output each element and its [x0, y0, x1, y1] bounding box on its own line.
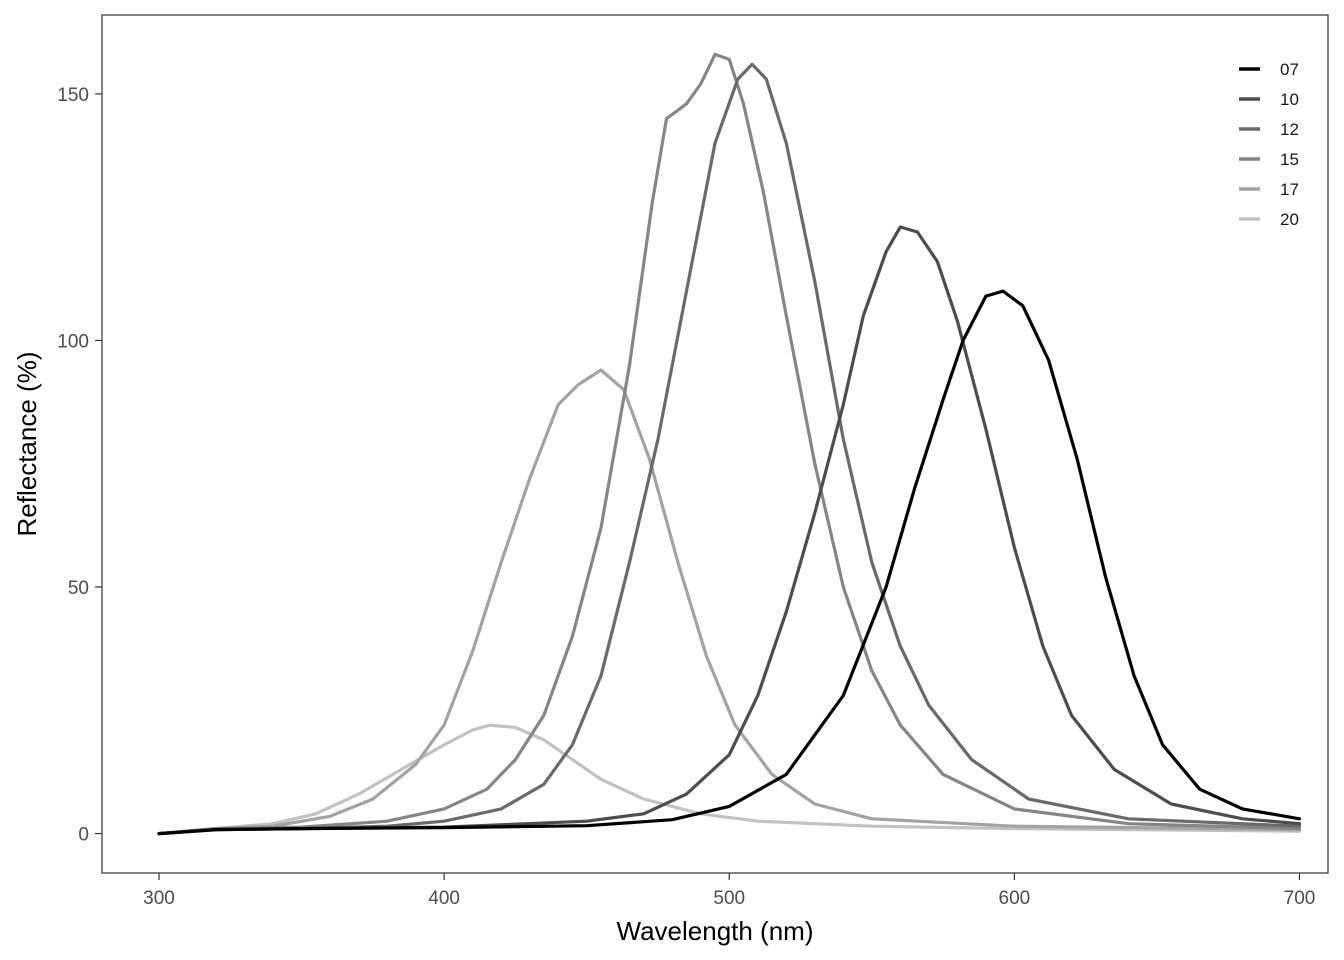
x-axis: 300 400 500 600 700 — [143, 873, 1315, 909]
x-tick-label: 600 — [999, 888, 1031, 909]
x-tick-label: 700 — [1284, 888, 1316, 909]
y-tick-label: 100 — [57, 331, 89, 352]
series-line-10 — [157, 225, 1302, 836]
x-tick-label: 300 — [143, 888, 175, 909]
legend-label-07: 07 — [1280, 60, 1299, 79]
series-layer — [157, 52, 1302, 836]
plot-panel — [101, 14, 1329, 874]
y-tick-label: 150 — [57, 85, 89, 106]
legend-label-17: 17 — [1280, 180, 1299, 199]
x-tick-label: 400 — [428, 888, 460, 909]
series-line-20 — [157, 723, 1302, 836]
y-axis-title: Reflectance (%) — [12, 352, 42, 537]
series-line-17 — [157, 368, 1302, 836]
legend-label-20: 20 — [1280, 210, 1299, 229]
y-tick-label: 0 — [78, 825, 89, 846]
x-tick-label: 500 — [713, 888, 745, 909]
y-axis: 0 50 100 150 — [57, 85, 102, 846]
x-axis-title: Wavelength (nm) — [617, 916, 814, 946]
legend-label-10: 10 — [1280, 90, 1299, 109]
series-line-07 — [157, 289, 1302, 836]
legend-label-12: 12 — [1280, 120, 1299, 139]
y-tick-label: 50 — [68, 578, 89, 599]
series-line-15 — [157, 52, 1302, 836]
series-line-12 — [157, 62, 1302, 836]
legend-label-15: 15 — [1280, 150, 1299, 169]
legend: 07 10 12 15 17 20 — [1239, 60, 1299, 229]
